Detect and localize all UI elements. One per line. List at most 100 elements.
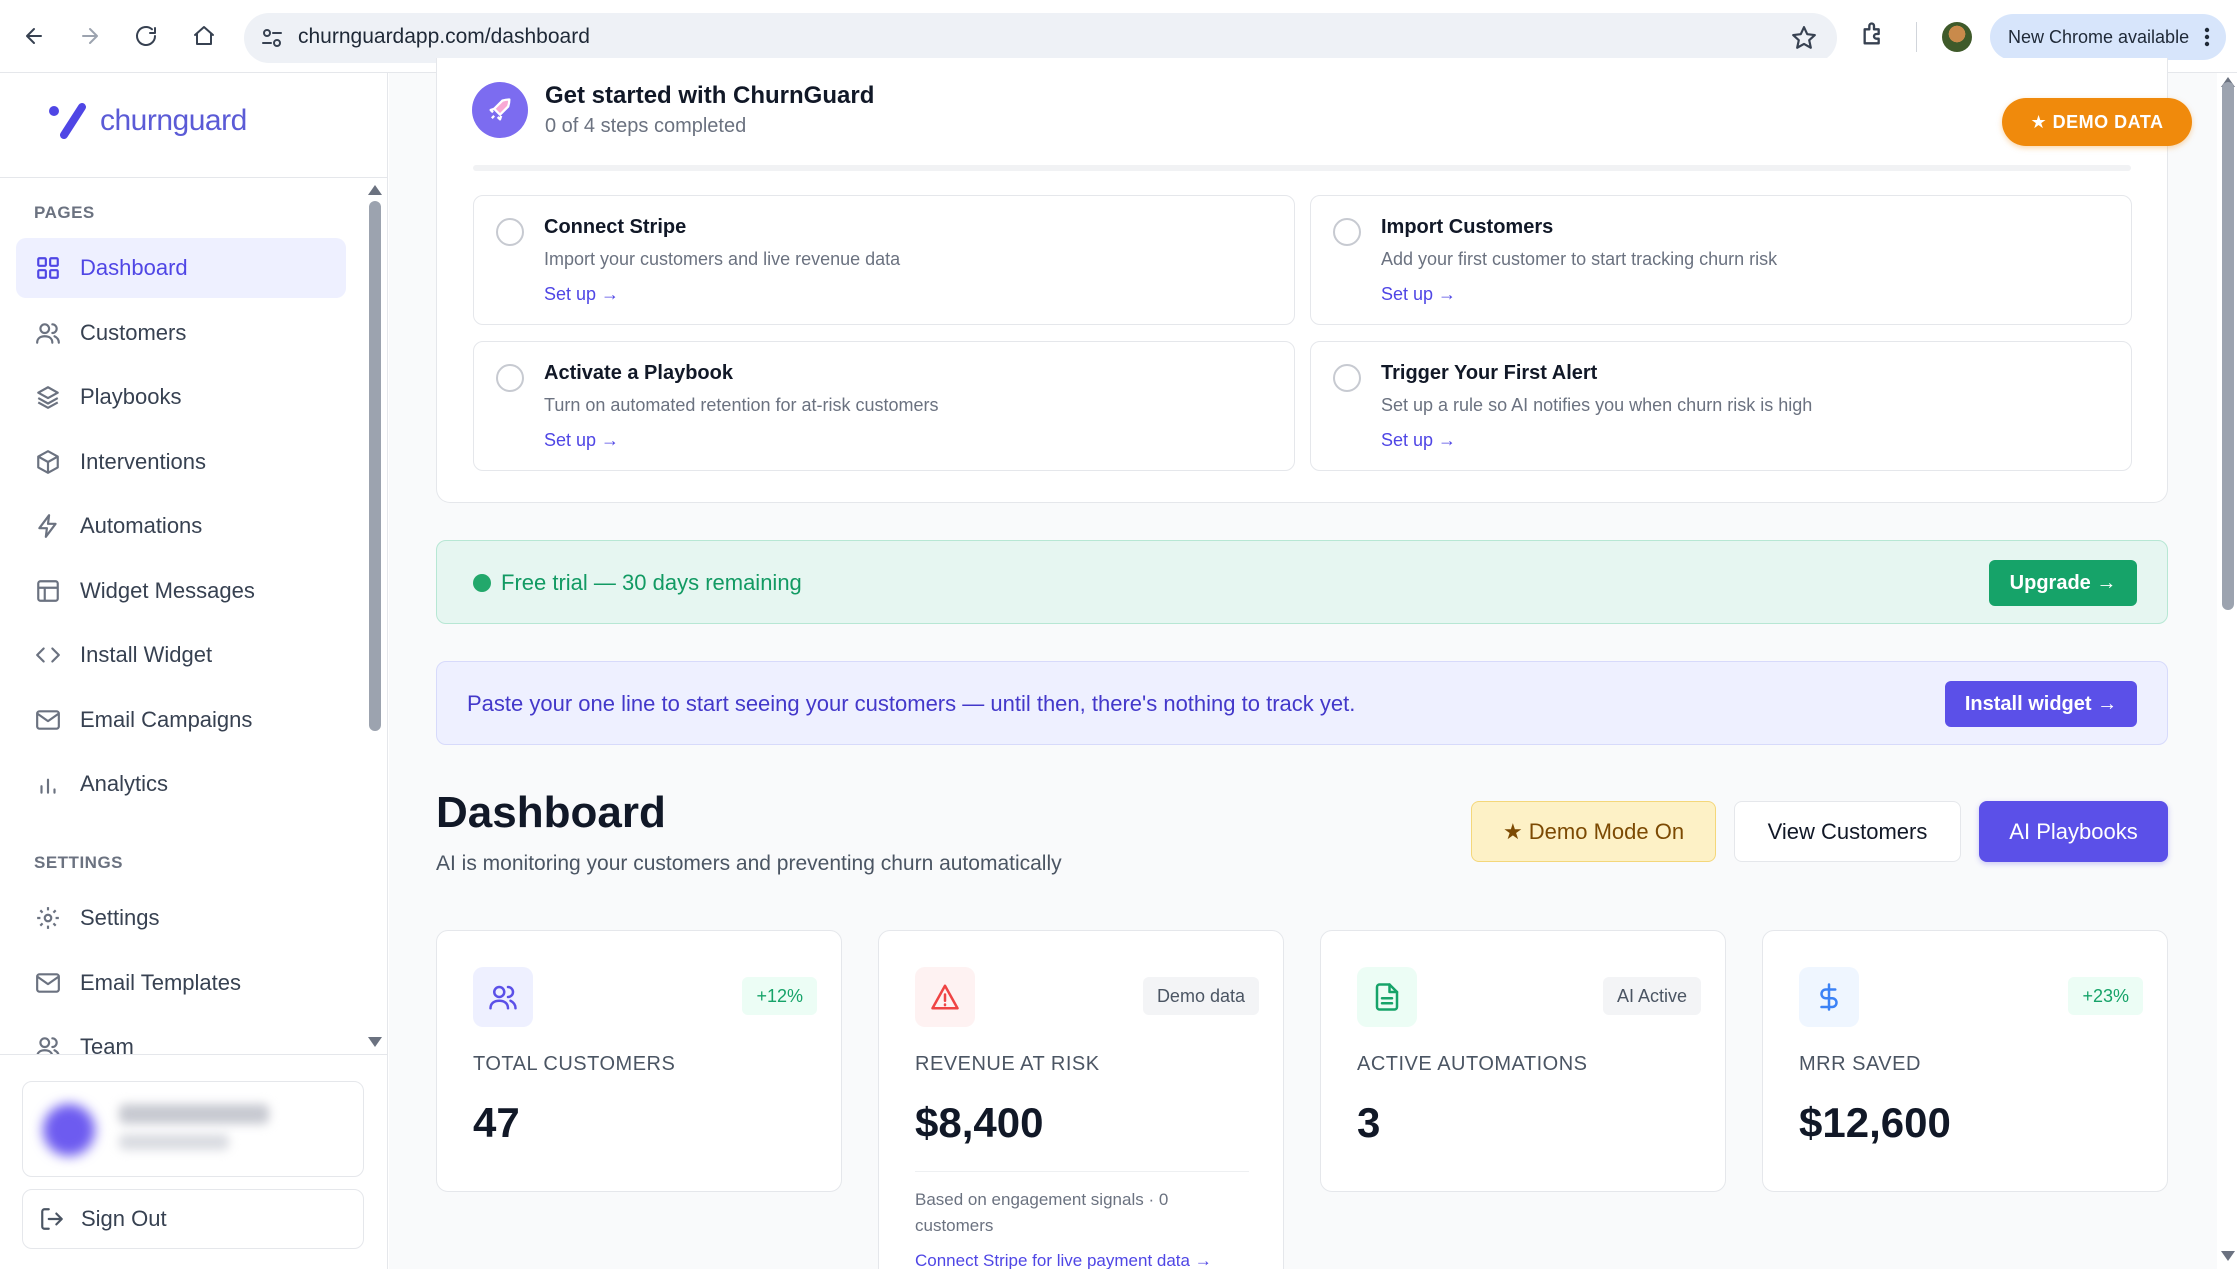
bookmark-star-icon[interactable]	[1791, 25, 1817, 51]
logout-icon	[41, 1208, 63, 1230]
sidebar-item-interventions[interactable]: Interventions	[16, 432, 346, 492]
sidebar-item-install-widget[interactable]: Install Widget	[16, 625, 346, 685]
logo-mark-icon	[49, 103, 86, 139]
ai-playbooks-button[interactable]: AI Playbooks	[1979, 801, 2168, 862]
site-settings-icon[interactable]	[260, 26, 284, 50]
sidebar-clip: Team	[0, 1017, 360, 1054]
chrome-update-button[interactable]: New Chrome available	[1990, 14, 2226, 60]
step-trigger-alert[interactable]: Trigger Your First Alert Set up a rule s…	[1310, 341, 2132, 471]
avatar	[43, 1104, 95, 1156]
step-description: Add your first customer to start trackin…	[1381, 249, 1778, 269]
stat-label: REVENUE AT RISK	[915, 1053, 1100, 1075]
chrome-update-label: New Chrome available	[2008, 26, 2190, 47]
users-icon	[36, 1037, 60, 1054]
stat-badge: +12%	[742, 977, 817, 1015]
home-icon	[194, 26, 214, 45]
settings-section-label: SETTINGS	[34, 853, 124, 872]
sidebar-scrollbar[interactable]	[369, 201, 381, 731]
trial-text: Free trial — 30 days remaining	[501, 570, 802, 595]
sidebar-item-customers[interactable]: Customers	[16, 303, 346, 363]
main-scrollbar[interactable]	[2222, 82, 2234, 610]
stat-label: MRR SAVED	[1799, 1053, 1921, 1075]
sidebar-item-widget-messages[interactable]: Widget Messages	[16, 561, 346, 621]
sidebar-item-dashboard[interactable]: Dashboard	[16, 238, 346, 298]
sidebar-item-playbooks[interactable]: Playbooks	[16, 367, 346, 427]
sidebar-item-label: Team	[80, 1034, 134, 1054]
extensions-icon[interactable]	[1860, 20, 1888, 48]
user-profile-card[interactable]	[22, 1081, 364, 1177]
step-import-customers[interactable]: Import Customers Add your first customer…	[1310, 195, 2132, 325]
step-checkbox[interactable]	[496, 364, 524, 392]
profile-avatar[interactable]	[1942, 22, 1972, 52]
sidebar-item-label: Install Widget	[80, 642, 213, 667]
back-button[interactable]	[14, 16, 54, 56]
url-text[interactable]: churnguardapp.com/dashboard	[298, 25, 590, 48]
stat-value: $8,400	[915, 1099, 1044, 1146]
reload-button[interactable]	[126, 16, 166, 56]
layout-icon	[37, 580, 59, 602]
stat-badge: Demo data	[1142, 977, 1259, 1015]
scroll-up-arrow-icon[interactable]	[366, 183, 384, 197]
address-bar[interactable]: churnguardapp.com/dashboard	[244, 13, 1837, 63]
step-checkbox[interactable]	[1333, 218, 1361, 246]
page-subtitle: AI is monitoring your customers and prev…	[436, 852, 1062, 875]
dollar-icon	[1820, 983, 1838, 1011]
main-scroll-down-arrow-icon[interactable]	[2220, 1250, 2236, 1262]
sidebar-item-label: Settings	[80, 905, 160, 930]
step-setup-link[interactable]: Set up →	[1381, 430, 1457, 450]
sign-out-button[interactable]: Sign Out	[22, 1189, 364, 1249]
stat-note: Based on engagement signals · 0 customer…	[915, 1190, 1169, 1235]
churnguard-logo[interactable]: churnguard	[48, 101, 247, 141]
sidebar-item-settings[interactable]: Settings	[16, 888, 346, 948]
step-checkbox[interactable]	[496, 218, 524, 246]
user-name-redacted	[119, 1104, 269, 1124]
demo-mode-button[interactable]: ★ Demo Mode On	[1471, 801, 1716, 862]
step-setup-link[interactable]: Set up →	[544, 430, 620, 450]
scroll-down-arrow-icon[interactable]	[366, 1035, 384, 1049]
step-title: Import Customers	[1381, 216, 1554, 238]
sidebar-item-automations[interactable]: Automations	[16, 496, 346, 556]
mail-icon	[36, 710, 60, 730]
upgrade-button[interactable]: Upgrade →	[1989, 560, 2137, 606]
step-activate-playbook[interactable]: Activate a Playbook Turn on automated re…	[473, 341, 1295, 471]
sidebar-item-label: Interventions	[80, 449, 206, 474]
arrow-right-icon	[82, 28, 98, 44]
install-widget-button[interactable]: Install widget →	[1945, 681, 2137, 727]
pages-section-label: PAGES	[34, 203, 95, 222]
code-icon	[36, 647, 60, 663]
users-icon	[36, 323, 60, 344]
document-icon	[1375, 983, 1399, 1011]
more-vertical-icon	[2204, 27, 2210, 47]
stat-card-revenue-at-risk: Demo data REVENUE AT RISK $8,400 Based o…	[878, 930, 1284, 1269]
step-connect-stripe[interactable]: Connect Stripe Import your customers and…	[473, 195, 1295, 325]
getting-started-title: Get started with ChurnGuard	[545, 82, 875, 109]
alert-triangle-icon	[931, 984, 959, 1010]
step-description: Turn on automated retention for at-risk …	[544, 395, 939, 415]
sidebar-item-label: Widget Messages	[80, 578, 255, 603]
connect-stripe-link[interactable]: Connect Stripe for live payment data →	[915, 1251, 1212, 1269]
step-setup-link[interactable]: Set up →	[1381, 284, 1457, 304]
box-icon	[37, 450, 59, 474]
toolbar-divider	[1916, 22, 1917, 52]
getting-started-progress-bar	[473, 165, 2131, 171]
step-checkbox[interactable]	[1333, 364, 1361, 392]
view-customers-button[interactable]: View Customers	[1734, 801, 1961, 862]
home-button[interactable]	[184, 16, 224, 56]
sidebar-item-email-templates[interactable]: Email Templates	[16, 953, 346, 1013]
gear-icon	[37, 907, 59, 929]
stat-card-total-customers: +12% TOTAL CUSTOMERS 47	[436, 930, 842, 1192]
step-setup-link[interactable]: Set up →	[544, 284, 620, 304]
mail-icon	[36, 973, 60, 993]
demo-data-badge[interactable]: ★ DEMO DATA	[2002, 98, 2192, 146]
sidebar-item-analytics[interactable]: Analytics	[16, 754, 346, 814]
sidebar-item-label: Analytics	[80, 771, 169, 796]
sidebar-item-label: Playbooks	[80, 384, 182, 409]
sidebar-item-label: Customers	[80, 320, 187, 345]
stat-divider	[915, 1171, 1249, 1172]
free-trial-banner: Free trial — 30 days remaining Upgrade →	[436, 540, 2168, 624]
layers-icon	[37, 386, 59, 409]
sidebar-item-email-campaigns[interactable]: Email Campaigns	[16, 690, 346, 750]
forward-button[interactable]	[70, 16, 110, 56]
sidebar-item-team[interactable]: Team	[16, 1017, 346, 1054]
getting-started-progress-text: 0 of 4 steps completed	[545, 115, 747, 137]
